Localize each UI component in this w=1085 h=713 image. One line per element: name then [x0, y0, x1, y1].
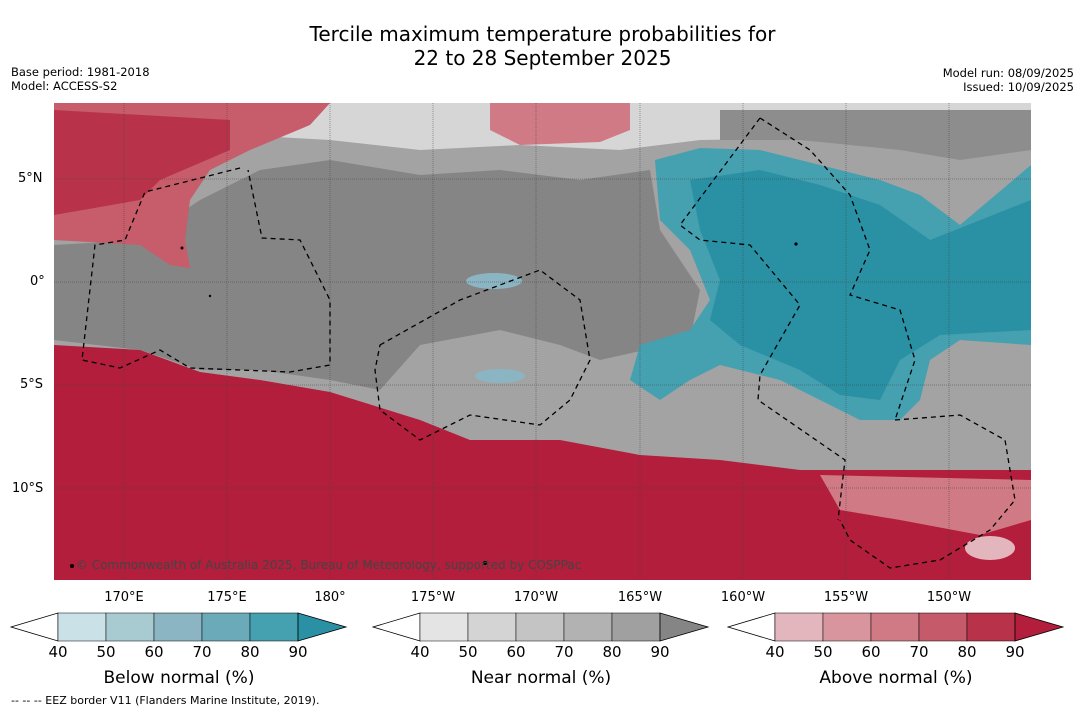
- colorbar-tick-label: 40: [410, 643, 430, 661]
- colorbar-tick-label: 60: [861, 643, 881, 661]
- colorbar-extend-high: [1014, 612, 1065, 642]
- lon-label-175w: 175°W: [410, 590, 456, 605]
- lon-label-150w: 150°W: [926, 590, 972, 605]
- colorbar-segment: [611, 612, 661, 642]
- colorbar-tick-label: 70: [192, 643, 212, 661]
- colorbar-segment: [467, 612, 517, 642]
- colorbar-segment: [153, 612, 203, 642]
- colorbar-tick-label: 80: [602, 643, 622, 661]
- model-text: Model: ACCESS-S2: [11, 79, 118, 93]
- below-normal-patch-central: [466, 273, 522, 289]
- base-period-text: Base period: 1981-2018: [11, 65, 150, 79]
- colorbar-extend-low: [372, 612, 421, 642]
- colorbar-segment: [249, 612, 299, 642]
- colorbar-tick-label: 50: [96, 643, 116, 661]
- lon-label-180: 180°: [314, 590, 346, 605]
- colorbar-tick-label: 40: [48, 643, 68, 661]
- colorbar-tick-label: 70: [909, 643, 929, 661]
- colorbar-label-near-normal: Near normal (%): [470, 668, 612, 688]
- colorbar-above-normal: [727, 612, 1065, 642]
- colorbar-tick-label: 60: [506, 643, 526, 661]
- map-title-line1: Tercile maximum temperature probabilitie…: [309, 22, 776, 46]
- lat-label-5s: 5°S: [20, 377, 44, 392]
- colorbar-tick-label: 40: [765, 643, 785, 661]
- lat-label-10s: 10°S: [12, 481, 44, 496]
- colorbar-segment: [419, 612, 469, 642]
- colorbar-segment: [966, 612, 1016, 642]
- colorbar-segment: [201, 612, 251, 642]
- lon-label-175e: 175°E: [207, 590, 247, 605]
- colorbar-segment: [105, 612, 155, 642]
- above-normal-region-south: [54, 345, 1031, 580]
- lon-label-170e: 170°E: [104, 590, 144, 605]
- colorbar-tick-label: 90: [288, 643, 308, 661]
- model-run-text: Model run: 08/09/2025: [942, 66, 1074, 80]
- map-title-line2: 22 to 28 September 2025: [413, 46, 672, 70]
- map-title: Tercile maximum temperature probabilitie…: [0, 22, 1085, 70]
- issued-text: Issued: 10/09/2025: [963, 80, 1074, 94]
- colorbar-below-normal: [10, 612, 348, 642]
- lat-label-0: 0°: [30, 274, 45, 289]
- eez-borders: [81, 117, 1016, 569]
- colorbar-segment: [515, 612, 565, 642]
- colorbar-near-normal: [372, 612, 710, 642]
- near-normal-core-region: [54, 160, 700, 390]
- lon-label-170w: 170°W: [513, 590, 559, 605]
- colorbar-label-above-normal: Above normal (%): [819, 668, 973, 688]
- above-normal-patch-southeast: [965, 536, 1015, 560]
- colorbar-tick-label: 50: [458, 643, 478, 661]
- colorbar-tick-label: 80: [957, 643, 977, 661]
- colorbar-segment: [918, 612, 968, 642]
- colorbar-label-below-normal: Below normal (%): [103, 668, 255, 688]
- lat-label-5n: 5°N: [18, 171, 43, 186]
- above-normal-region-north: [490, 103, 630, 145]
- below-normal-core-east: [690, 170, 1031, 400]
- island-outlines: [70, 242, 798, 568]
- colorbar-segment: [563, 612, 613, 642]
- colorbar-tick-label: 80: [240, 643, 260, 661]
- colorbar-tick-label: 70: [554, 643, 574, 661]
- base-info: Base period: 1981-2018 Model: ACCESS-S2: [11, 65, 150, 93]
- colorbar-segment: [774, 612, 824, 642]
- colorbar-extend-low: [727, 612, 776, 642]
- below-normal-patch-south: [475, 369, 525, 383]
- colorbar-segment: [870, 612, 920, 642]
- run-info: Model run: 08/09/2025 Issued: 10/09/2025: [943, 66, 1074, 94]
- colorbar-segment: [57, 612, 107, 642]
- colorbar-tick-label: 60: [144, 643, 164, 661]
- colorbar-extend-low: [10, 612, 59, 642]
- near-normal-core-region-east: [720, 110, 1031, 160]
- colorbar-extend-high: [659, 612, 710, 642]
- above-normal-core-northwest: [54, 110, 230, 215]
- lon-label-160w: 160°W: [720, 590, 766, 605]
- colorbar-segment: [822, 612, 872, 642]
- lon-label-155w: 155°W: [823, 590, 869, 605]
- eez-footnote: -- -- -- EEZ border V11 (Flanders Marine…: [11, 694, 320, 707]
- graticule: [54, 103, 1031, 580]
- copyright-text: © Commonwealth of Australia 2025, Bureau…: [76, 558, 582, 572]
- colorbar-tick-label: 50: [813, 643, 833, 661]
- colorbar-tick-label: 90: [1005, 643, 1025, 661]
- colorbar-extend-high: [297, 612, 348, 642]
- lon-label-165w: 165°W: [617, 590, 663, 605]
- colorbar-tick-label: 90: [650, 643, 670, 661]
- above-normal-patch-south: [820, 475, 1031, 535]
